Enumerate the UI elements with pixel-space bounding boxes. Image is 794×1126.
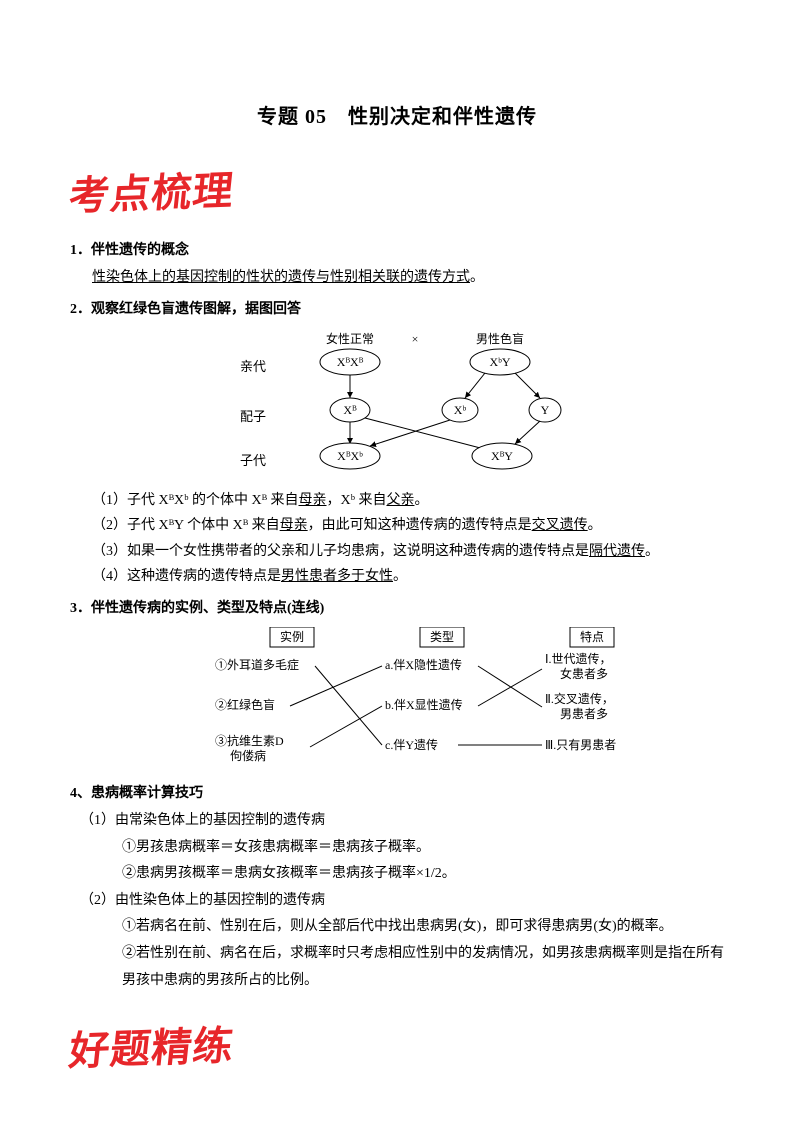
m-t1: a.伴X隐性遗传 bbox=[385, 657, 462, 672]
q3: （3）如果一个女性携带者的父亲和儿子均患病，这说明这种遗传病的遗传特点是隔代遗传… bbox=[92, 539, 724, 564]
off-XBXb: XᴮXᵇ bbox=[337, 449, 363, 463]
m-t2: b.伴X显性遗传 bbox=[385, 697, 463, 712]
matching-svg: 实例 类型 特点 ①外耳道多毛症 ②红绿色盲 ③抗维生素D 佝偻病 a.伴X隐性… bbox=[210, 627, 670, 772]
label-male-cb: 男性色盲 bbox=[476, 331, 524, 346]
row-offspring-label: 子代 bbox=[240, 450, 266, 469]
matching-diagram: 实例 类型 特点 ①外耳道多毛症 ②红绿色盲 ③抗维生素D 佝偻病 a.伴X隐性… bbox=[210, 627, 670, 772]
section-heading-1: 考点梳理 bbox=[67, 158, 238, 222]
s3-heading: 3．伴性遗传病的实例、类型及特点(连线) bbox=[70, 597, 724, 617]
m-r1a: Ⅰ.世代遗传， bbox=[545, 651, 612, 666]
calc-b1: ①若病名在前、性别在后，则从全部后代中找出患病男(女)，即可求得患病男(女)的概… bbox=[122, 914, 724, 941]
q2: （2）子代 XᴮY 个体中 Xᴮ 来自母亲，由此可知这种遗传病的遗传特点是交叉遗… bbox=[92, 513, 724, 538]
m-t3: c.伴Y遗传 bbox=[385, 737, 438, 752]
m-e1: ①外耳道多毛症 bbox=[215, 657, 299, 672]
q1: （1）子代 XᴮXᵇ 的个体中 Xᴮ 来自母亲，Xᵇ 来自父亲。 bbox=[92, 488, 724, 513]
s4-heading: 4、患病概率计算技巧 bbox=[70, 782, 724, 802]
s2-heading: 2．观察红绿色盲遗传图解，据图回答 bbox=[70, 298, 724, 318]
hdr-left: 实例 bbox=[280, 629, 304, 644]
s1-heading: 1．伴性遗传的概念 bbox=[70, 239, 724, 259]
parent-XbY: XᵇY bbox=[489, 355, 510, 369]
m-r1b: 女患者多 bbox=[560, 666, 608, 681]
hdr-right: 特点 bbox=[580, 629, 604, 644]
q4: （4）这种遗传病的遗传特点是男性患者多于女性。 bbox=[92, 564, 724, 589]
m-e3: ③抗维生素D bbox=[215, 733, 284, 748]
m-e3b: 佝偻病 bbox=[230, 748, 266, 763]
calc-a1: ①男孩患病概率＝女孩患病概率＝患病孩子概率。 bbox=[122, 835, 724, 862]
m-e2: ②红绿色盲 bbox=[215, 697, 275, 712]
m-r2a: Ⅱ.交叉遗传， bbox=[545, 691, 614, 706]
hdr-mid: 类型 bbox=[430, 630, 454, 644]
label-female-normal: 女性正常 bbox=[326, 331, 374, 346]
m-r3: Ⅲ.只有男患者 bbox=[545, 738, 616, 752]
off-XBY: XᴮY bbox=[491, 449, 513, 463]
section-heading-2: 好题精练 bbox=[67, 1013, 238, 1077]
s1-underline: 性染色体上的基因控制的性状的遗传与性别相关联的遗传方式 bbox=[92, 270, 470, 285]
row-gamete-label: 配子 bbox=[240, 406, 266, 425]
label-cross: × bbox=[412, 332, 419, 346]
gamete-XB: Xᴮ bbox=[343, 403, 357, 417]
row-parent-label: 亲代 bbox=[240, 356, 266, 375]
inheritance-diagram: 亲代 配子 子代 女性正常 × 男性色盲 XᴮXᴮ XᵇY Xᴮ bbox=[240, 328, 640, 478]
calc-b: （2）由性染色体上的基因控制的遗传病 bbox=[80, 888, 724, 915]
diagram-svg: 女性正常 × 男性色盲 XᴮXᴮ XᵇY Xᴮ Xᵇ Y bbox=[240, 328, 640, 478]
calc-a2: ②患病男孩概率＝患病女孩概率＝患病孩子概率×1/2。 bbox=[122, 861, 724, 888]
gamete-Y: Y bbox=[541, 403, 550, 417]
gamete-Xb: Xᵇ bbox=[454, 403, 467, 417]
m-r2b: 男患者多 bbox=[560, 707, 608, 721]
s1-text: 性染色体上的基因控制的性状的遗传与性别相关联的遗传方式。 bbox=[92, 265, 724, 290]
calc-a: （1）由常染色体上的基因控制的遗传病 bbox=[80, 808, 724, 835]
calc-b2: ②若性别在前、病名在后，求概率时只考虑相应性别中的发病情况，如男孩患病概率则是指… bbox=[122, 941, 724, 994]
page-title: 专题 05 性别决定和伴性遗传 bbox=[70, 100, 724, 129]
parent-XBXB: XᴮXᴮ bbox=[337, 355, 364, 369]
